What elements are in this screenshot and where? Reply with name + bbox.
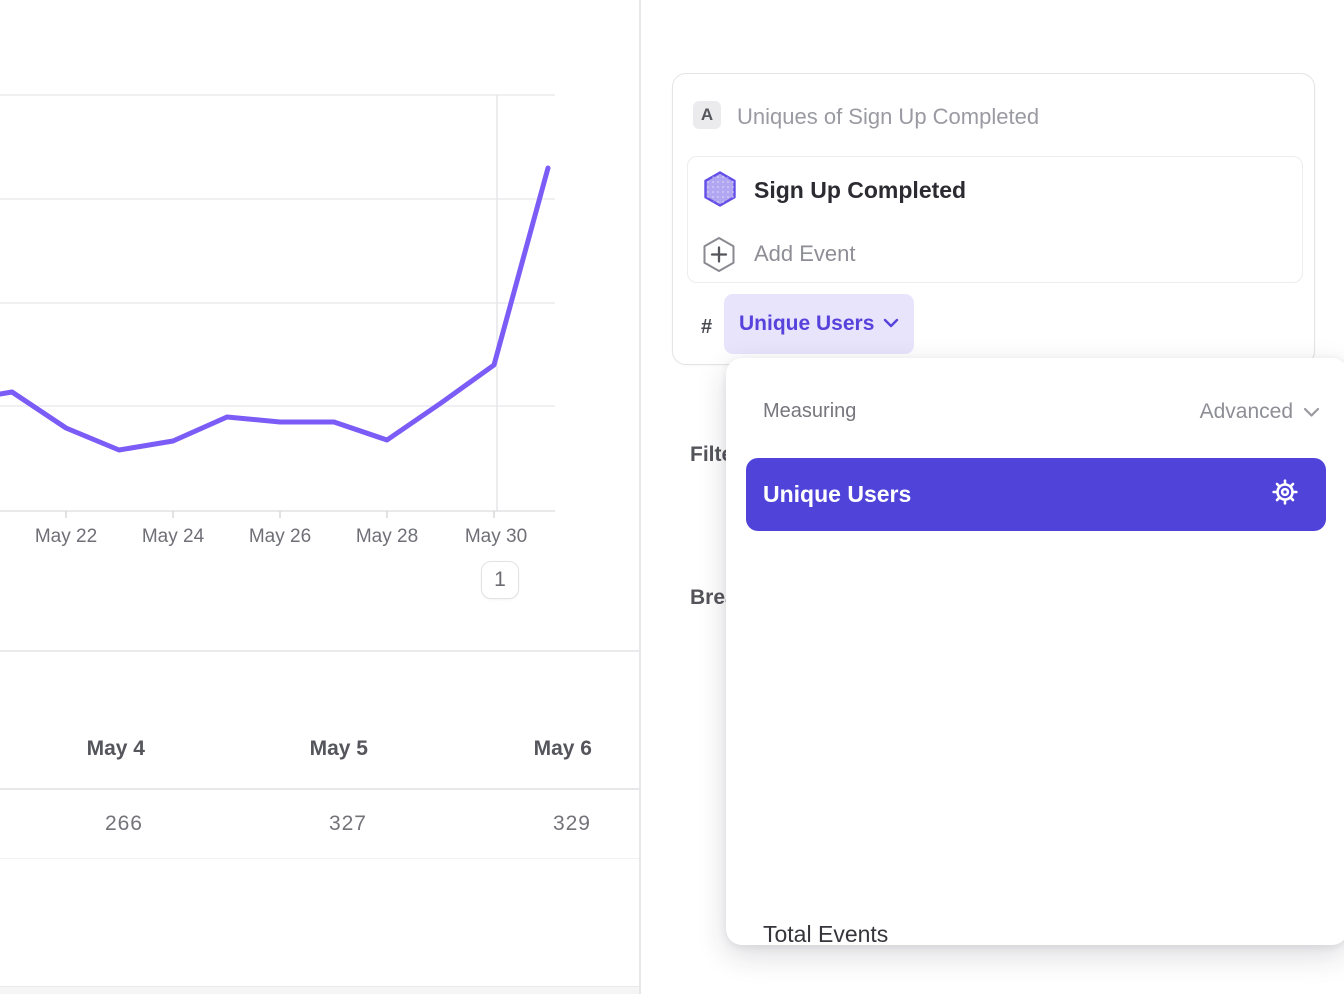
menu-item-total-events[interactable]: Total Events bbox=[763, 920, 889, 947]
measurement-dropdown-trigger[interactable]: Unique Users bbox=[724, 294, 914, 354]
x-tick-label: May 26 bbox=[248, 526, 312, 547]
measuring-menu-header: Measuring Advanced bbox=[726, 390, 1344, 434]
line-chart bbox=[0, 94, 555, 518]
advanced-label: Advanced bbox=[1199, 400, 1293, 423]
measurement-value: Unique Users bbox=[739, 312, 875, 335]
x-tick-label: May 24 bbox=[141, 526, 205, 547]
table-column-header[interactable]: May 6 bbox=[533, 737, 592, 760]
x-tick-label: May 28 bbox=[355, 526, 419, 547]
add-event-icon[interactable] bbox=[700, 235, 738, 278]
measurement-hash-icon: # bbox=[701, 316, 713, 338]
table-column-header[interactable]: May 5 bbox=[309, 737, 368, 760]
measuring-label: Measuring bbox=[763, 400, 857, 422]
panel-divider bbox=[639, 0, 641, 994]
selected-item-label: Unique Users bbox=[763, 481, 912, 507]
x-tick-label: May 22 bbox=[34, 526, 98, 547]
x-tick-label: May 30 bbox=[464, 526, 528, 547]
metric-panel-title: Uniques of Sign Up Completed bbox=[737, 104, 1040, 129]
table-row-border bbox=[0, 858, 639, 859]
chart-gridlines bbox=[0, 94, 555, 518]
chart-line[interactable] bbox=[0, 165, 551, 453]
gear-icon[interactable] bbox=[1270, 477, 1300, 512]
advanced-mode-toggle[interactable]: Advanced bbox=[1200, 400, 1320, 424]
table-column-header[interactable]: May 4 bbox=[86, 737, 145, 760]
chevron-down-icon bbox=[883, 315, 899, 333]
chevron-down-icon bbox=[1303, 407, 1320, 417]
add-event-button[interactable]: Add Event bbox=[754, 241, 856, 266]
menu-item-total-sessions[interactable]: Total Sessions bbox=[726, 982, 1344, 994]
measuring-dropdown-menu: Measuring Advanced Unique Users bbox=[726, 358, 1344, 947]
event-hexagon-icon bbox=[701, 170, 739, 212]
table-header-border bbox=[0, 788, 639, 790]
table-cell-value: 327 bbox=[328, 812, 367, 835]
event-row-sign-up-completed[interactable]: Sign Up Completed bbox=[754, 177, 967, 203]
table-cell-value: 329 bbox=[552, 812, 591, 835]
metric-panel-a: A Uniques of Sign Up Completed Sign Up C… bbox=[672, 73, 1315, 365]
annotation-count-badge[interactable]: 1 bbox=[481, 561, 519, 599]
event-list-card: Sign Up Completed Add Event bbox=[687, 156, 1303, 283]
menu-item-unique-users-selected[interactable]: Unique Users bbox=[746, 458, 1326, 531]
series-letter-badge: A bbox=[693, 101, 721, 129]
table-section-divider bbox=[0, 650, 639, 652]
bottom-section-edge bbox=[0, 986, 639, 994]
table-cell-value: 266 bbox=[104, 812, 143, 835]
